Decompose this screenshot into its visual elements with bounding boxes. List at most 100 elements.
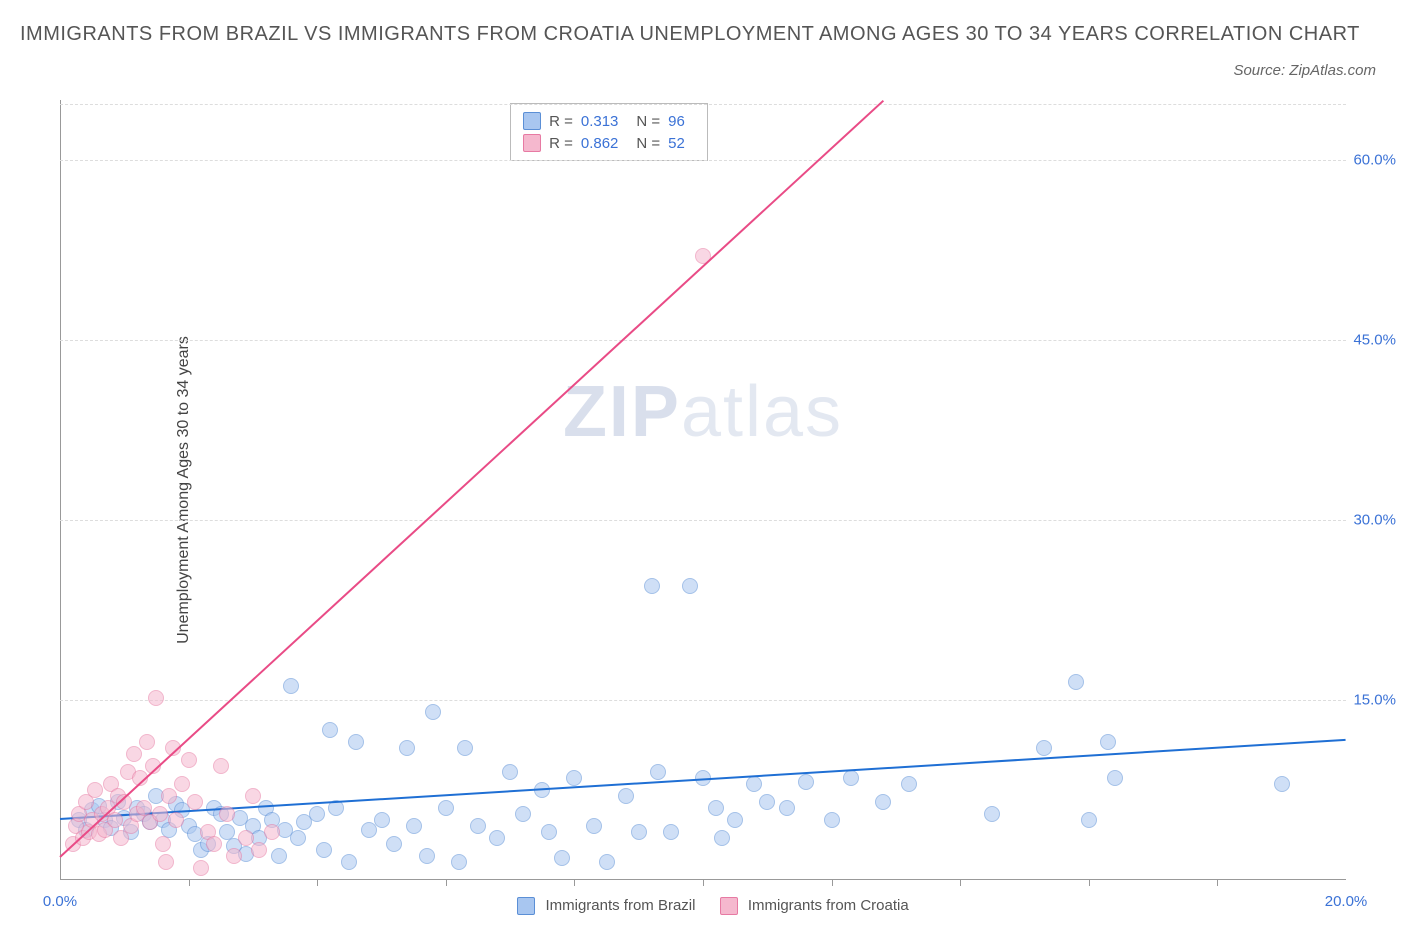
data-point xyxy=(489,830,505,846)
data-point xyxy=(650,764,666,780)
trend-line xyxy=(60,738,1346,819)
data-point xyxy=(515,806,531,822)
r-value-croatia: 0.862 xyxy=(581,135,619,152)
data-point xyxy=(1081,812,1097,828)
y-tick-label: 45.0% xyxy=(1353,332,1396,349)
data-point xyxy=(644,578,660,594)
data-point xyxy=(875,794,891,810)
data-point xyxy=(663,824,679,840)
data-point xyxy=(158,854,174,870)
data-point xyxy=(341,854,357,870)
n-label: N = xyxy=(636,135,660,152)
data-point xyxy=(406,818,422,834)
gridline xyxy=(60,104,1346,105)
legend-row-croatia: R = 0.862 N = 52 xyxy=(523,132,695,154)
n-value-brazil: 96 xyxy=(668,113,685,130)
data-point xyxy=(168,812,184,828)
x-minor-tick xyxy=(1089,880,1090,886)
data-point xyxy=(631,824,647,840)
legend-label-brazil: Immigrants from Brazil xyxy=(545,897,695,914)
data-point xyxy=(374,812,390,828)
data-point xyxy=(174,776,190,792)
data-point xyxy=(139,734,155,750)
data-point xyxy=(271,848,287,864)
x-minor-tick xyxy=(1217,880,1218,886)
data-point xyxy=(566,770,582,786)
data-point xyxy=(502,764,518,780)
data-point xyxy=(206,836,222,852)
y-axis xyxy=(60,100,61,880)
data-point xyxy=(107,812,123,828)
chart-title: IMMIGRANTS FROM BRAZIL VS IMMIGRANTS FRO… xyxy=(20,18,1386,50)
data-point xyxy=(187,794,203,810)
data-point xyxy=(316,842,332,858)
data-point xyxy=(155,836,171,852)
data-point xyxy=(152,806,168,822)
correlation-legend: R = 0.313 N = 96 R = 0.862 N = 52 xyxy=(510,103,708,161)
data-point xyxy=(746,776,762,792)
r-label: R = xyxy=(549,135,573,152)
r-value-brazil: 0.313 xyxy=(581,113,619,130)
data-point xyxy=(419,848,435,864)
data-point xyxy=(264,824,280,840)
data-point xyxy=(470,818,486,834)
data-point xyxy=(824,812,840,828)
r-label: R = xyxy=(549,113,573,130)
data-point xyxy=(238,830,254,846)
data-point xyxy=(541,824,557,840)
data-point xyxy=(386,836,402,852)
data-point xyxy=(290,830,306,846)
watermark-light: atlas xyxy=(681,372,843,452)
data-point xyxy=(219,806,235,822)
y-tick-label: 60.0% xyxy=(1353,152,1396,169)
data-point xyxy=(618,788,634,804)
data-point xyxy=(161,788,177,804)
y-tick-label: 15.0% xyxy=(1353,692,1396,709)
data-point xyxy=(213,758,229,774)
data-point xyxy=(714,830,730,846)
swatch-croatia xyxy=(523,134,541,152)
x-minor-tick xyxy=(317,880,318,886)
data-point xyxy=(1036,740,1052,756)
data-point xyxy=(779,800,795,816)
data-point xyxy=(708,800,724,816)
data-point xyxy=(1107,770,1123,786)
data-point xyxy=(599,854,615,870)
data-point xyxy=(87,782,103,798)
gridline xyxy=(60,340,1346,341)
n-label: N = xyxy=(636,113,660,130)
data-point xyxy=(348,734,364,750)
data-point xyxy=(399,740,415,756)
swatch-brazil xyxy=(523,112,541,130)
data-point xyxy=(322,722,338,738)
data-point xyxy=(126,746,142,762)
gridline xyxy=(60,520,1346,521)
x-minor-tick xyxy=(189,880,190,886)
data-point xyxy=(1274,776,1290,792)
swatch-brazil-bottom xyxy=(517,897,535,915)
data-point xyxy=(226,848,242,864)
data-point xyxy=(798,774,814,790)
data-point xyxy=(457,740,473,756)
data-point xyxy=(181,752,197,768)
data-point xyxy=(148,690,164,706)
swatch-croatia-bottom xyxy=(720,897,738,915)
n-value-croatia: 52 xyxy=(668,135,685,152)
data-point xyxy=(438,800,454,816)
data-point xyxy=(425,704,441,720)
bottom-legend: Immigrants from Brazil Immigrants from C… xyxy=(0,897,1406,915)
legend-label-croatia: Immigrants from Croatia xyxy=(748,897,909,914)
data-point xyxy=(451,854,467,870)
data-point xyxy=(1100,734,1116,750)
data-point xyxy=(193,860,209,876)
data-point xyxy=(554,850,570,866)
data-point xyxy=(251,842,267,858)
data-point xyxy=(984,806,1000,822)
data-point xyxy=(283,678,299,694)
data-point xyxy=(245,788,261,804)
watermark-bold: ZIP xyxy=(563,372,681,452)
data-point xyxy=(309,806,325,822)
y-tick-label: 30.0% xyxy=(1353,512,1396,529)
data-point xyxy=(759,794,775,810)
data-point xyxy=(727,812,743,828)
